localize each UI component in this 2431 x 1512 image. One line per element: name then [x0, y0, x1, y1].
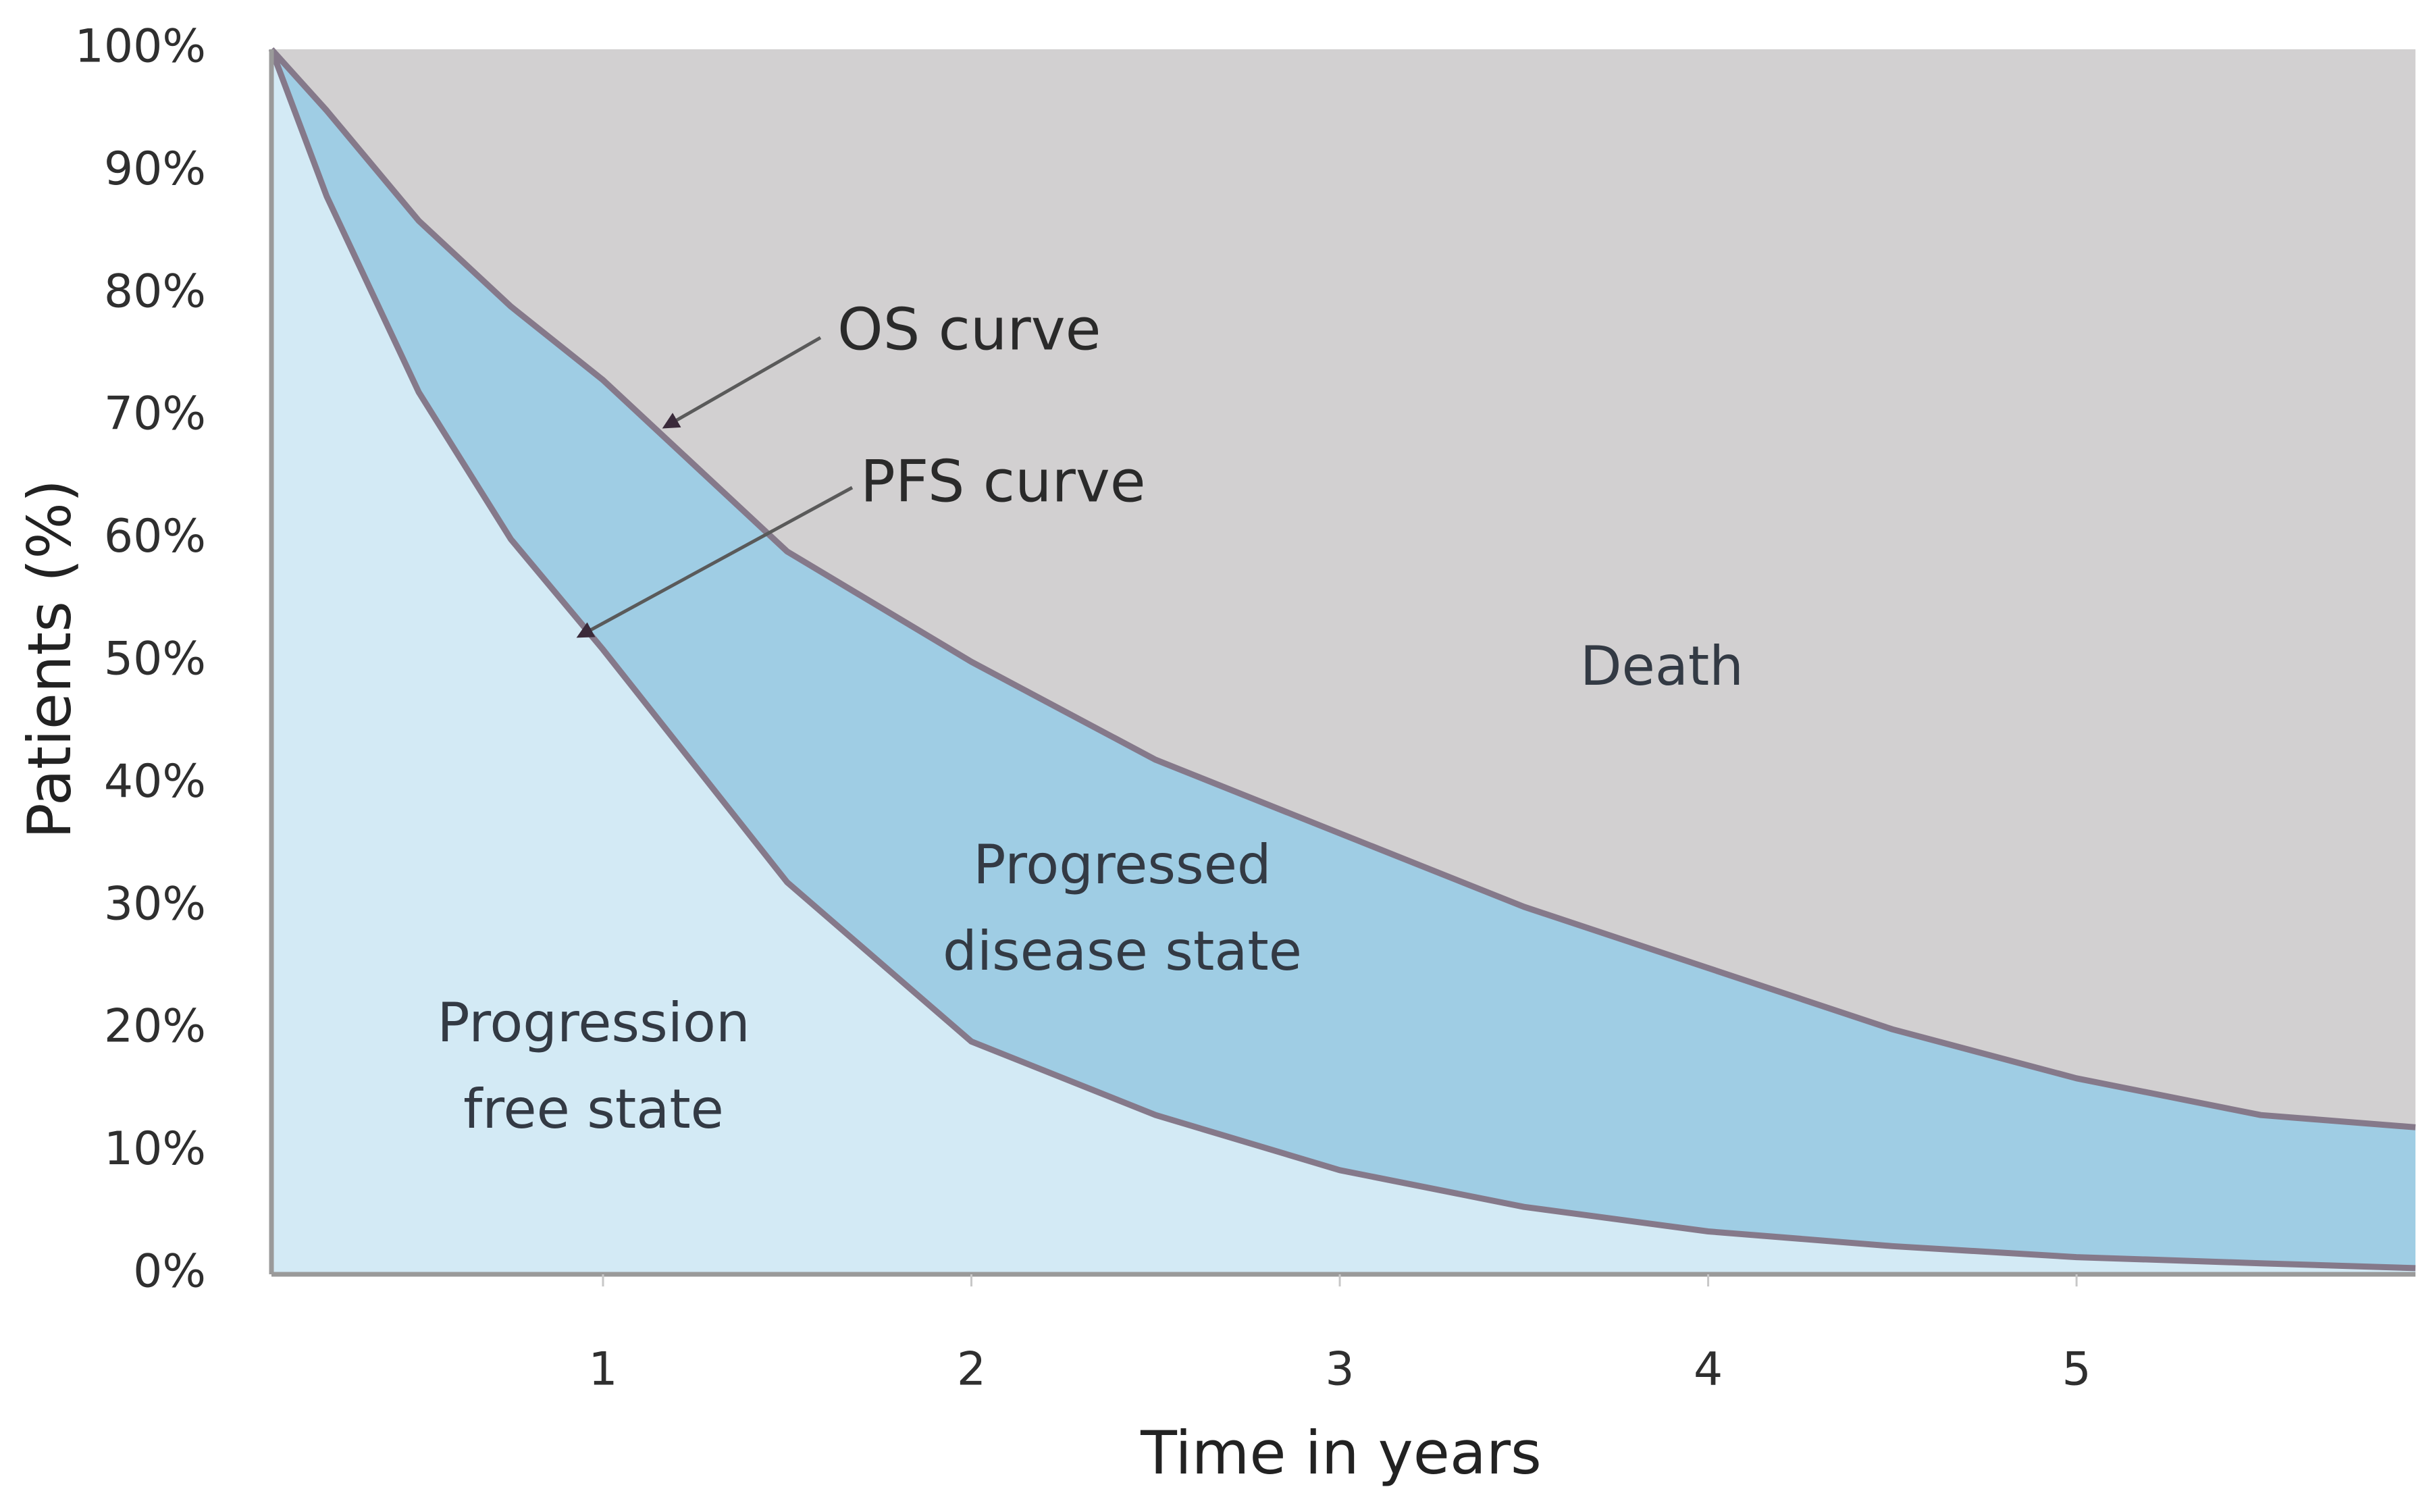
- annotation-arrow: [576, 486, 854, 638]
- y-tick-label: 80%: [104, 265, 206, 318]
- y-tick-label: 100%: [75, 20, 206, 74]
- region-label: disease state: [943, 920, 1302, 983]
- curve-line: [268, 48, 2416, 1272]
- y-tick-label: 30%: [104, 877, 206, 931]
- y-tick-label: 50%: [104, 633, 206, 686]
- x-tick-label: 2: [957, 1343, 986, 1397]
- y-tick-label: 20%: [104, 1000, 206, 1053]
- os-annotation: OS curve: [837, 296, 1101, 363]
- annotation-arrow: [662, 336, 822, 429]
- x-tick-label: 5: [2062, 1343, 2091, 1397]
- region-label: Death: [1580, 635, 1744, 698]
- y-tick-label: 10%: [104, 1122, 206, 1176]
- curve-line: [269, 47, 2416, 1130]
- y-tick-label: 40%: [104, 755, 206, 808]
- region-label: Progressed: [973, 833, 1271, 896]
- y-tick-label: 90%: [104, 142, 206, 196]
- y-tick-label: 0%: [133, 1245, 206, 1299]
- region-label: Progression: [437, 991, 750, 1054]
- area-fill: [271, 49, 2415, 1274]
- y-axis-title: Patients (%): [15, 479, 84, 839]
- x-tick-label: 4: [1694, 1343, 1723, 1397]
- x-tick-label: 3: [1325, 1343, 1354, 1397]
- pfs-annotation: PFS curve: [860, 448, 1146, 515]
- region-label: free state: [463, 1078, 724, 1141]
- y-tick-label: 60%: [104, 510, 206, 563]
- x-tick-label: 1: [588, 1343, 617, 1397]
- y-tick-label: 70%: [104, 388, 206, 441]
- x-axis-title: Time in years: [1140, 1418, 1542, 1488]
